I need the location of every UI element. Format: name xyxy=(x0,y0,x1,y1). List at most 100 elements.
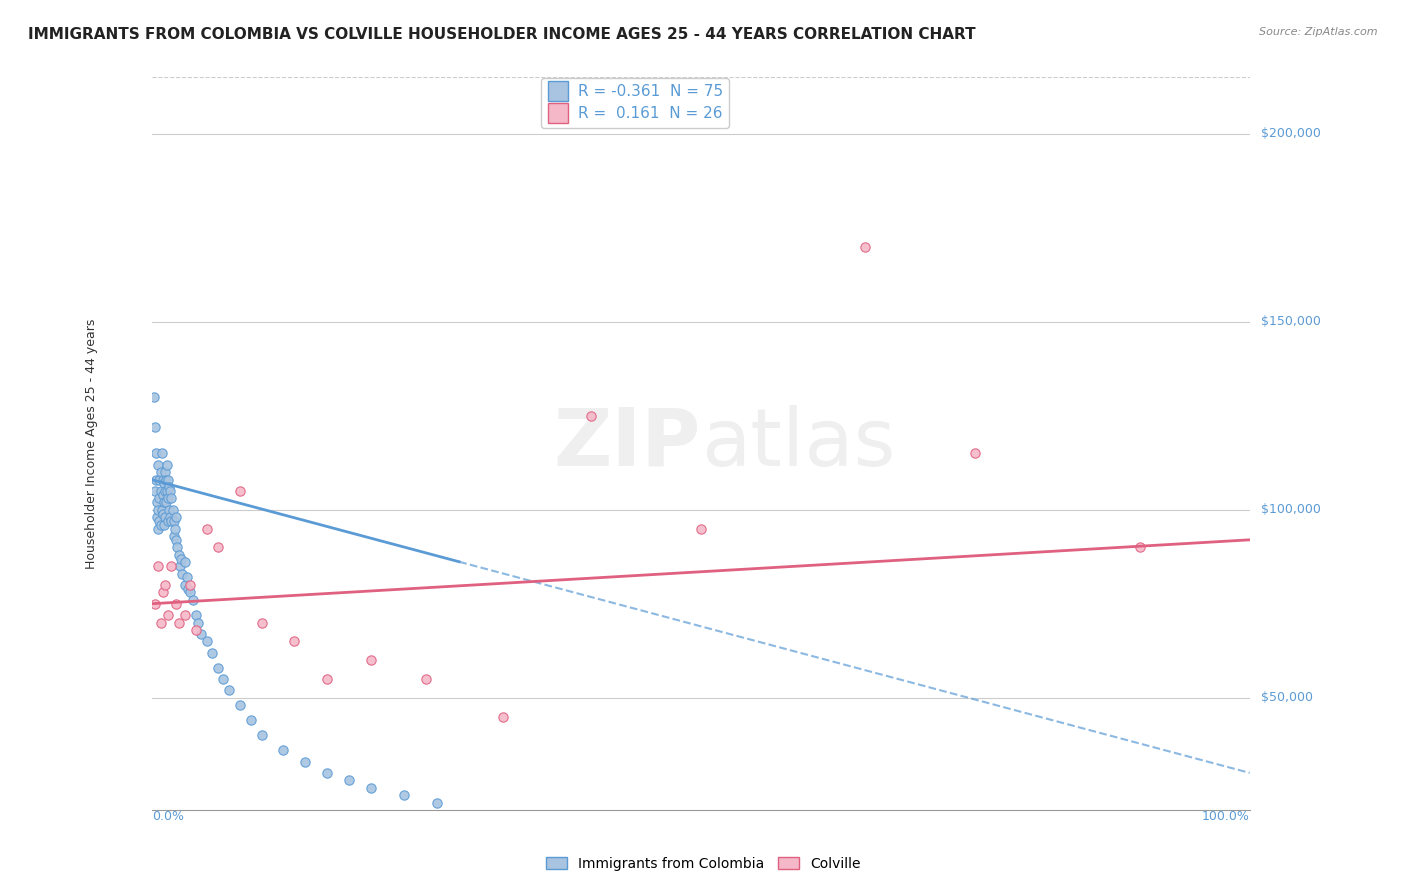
Point xyxy=(173,555,195,569)
Point xyxy=(160,514,183,528)
Point xyxy=(163,522,186,536)
Point xyxy=(153,510,176,524)
Point xyxy=(316,672,339,686)
Point xyxy=(160,559,183,574)
Point xyxy=(212,672,235,686)
Point xyxy=(965,446,987,460)
Point xyxy=(142,390,165,404)
Point xyxy=(179,585,201,599)
Point xyxy=(149,615,172,630)
Point xyxy=(187,615,209,630)
Point xyxy=(148,559,170,574)
Point xyxy=(426,796,449,810)
Point xyxy=(294,755,316,769)
Point xyxy=(159,510,181,524)
Point xyxy=(148,458,170,472)
Point xyxy=(207,541,229,555)
Point xyxy=(173,607,195,622)
Point xyxy=(159,483,181,498)
Point xyxy=(157,607,180,622)
Point xyxy=(165,597,187,611)
Text: 0.0%: 0.0% xyxy=(152,811,184,823)
Point xyxy=(153,517,176,532)
Point xyxy=(170,551,193,566)
Point xyxy=(190,627,212,641)
Point xyxy=(337,773,360,788)
Point xyxy=(228,483,250,498)
Point xyxy=(172,566,194,581)
Text: IMMIGRANTS FROM COLOMBIA VS COLVILLE HOUSEHOLDER INCOME AGES 25 - 44 YEARS CORRE: IMMIGRANTS FROM COLOMBIA VS COLVILLE HOU… xyxy=(28,27,976,42)
Point xyxy=(360,780,382,795)
Point xyxy=(195,634,218,648)
Point xyxy=(165,533,187,547)
Legend: R = -0.361  N = 75, R =  0.161  N = 26: R = -0.361 N = 75, R = 0.161 N = 26 xyxy=(541,78,728,128)
Point xyxy=(228,698,250,713)
Text: ZIP: ZIP xyxy=(554,405,700,483)
Point xyxy=(157,473,180,487)
Point xyxy=(152,473,174,487)
Text: 100.0%: 100.0% xyxy=(1202,811,1250,823)
Legend: Immigrants from Colombia, Colville: Immigrants from Colombia, Colville xyxy=(540,851,866,876)
Point xyxy=(184,623,207,637)
Point xyxy=(157,514,180,528)
Text: $150,000: $150,000 xyxy=(1261,315,1320,328)
Point xyxy=(153,483,176,498)
Point xyxy=(163,514,186,528)
Point xyxy=(855,239,877,253)
Point xyxy=(145,473,167,487)
Text: Source: ZipAtlas.com: Source: ZipAtlas.com xyxy=(1260,27,1378,37)
Point xyxy=(273,743,295,757)
Point xyxy=(143,483,166,498)
Point xyxy=(239,713,262,727)
Point xyxy=(579,409,602,423)
Point xyxy=(157,491,180,506)
Point xyxy=(165,510,187,524)
Point xyxy=(689,522,711,536)
Point xyxy=(157,480,180,494)
Point xyxy=(160,491,183,506)
Point xyxy=(183,593,205,607)
Point xyxy=(163,529,186,543)
Point xyxy=(153,476,176,491)
Point xyxy=(152,488,174,502)
Point xyxy=(145,446,167,460)
Point xyxy=(149,517,172,532)
Point xyxy=(152,507,174,521)
Point xyxy=(360,653,382,667)
Point xyxy=(150,446,173,460)
Point xyxy=(156,483,179,498)
Point xyxy=(1129,541,1152,555)
Point xyxy=(148,491,170,506)
Point xyxy=(492,709,515,723)
Point xyxy=(394,789,416,803)
Point xyxy=(146,495,169,509)
Point xyxy=(155,473,177,487)
Text: atlas: atlas xyxy=(700,405,896,483)
Text: Householder Income Ages 25 - 44 years: Householder Income Ages 25 - 44 years xyxy=(84,318,98,569)
Point xyxy=(150,502,173,516)
Point xyxy=(173,578,195,592)
Point xyxy=(169,559,191,574)
Point xyxy=(250,728,273,742)
Point xyxy=(184,607,207,622)
Text: $50,000: $50,000 xyxy=(1261,691,1313,704)
Point xyxy=(207,660,229,674)
Point xyxy=(167,548,190,562)
Point xyxy=(148,502,170,516)
Point xyxy=(415,672,437,686)
Point xyxy=(148,522,170,536)
Point xyxy=(179,578,201,592)
Point xyxy=(149,465,172,479)
Point xyxy=(283,634,305,648)
Point xyxy=(146,510,169,524)
Point xyxy=(176,570,198,584)
Point xyxy=(152,585,174,599)
Point xyxy=(153,495,176,509)
Point xyxy=(250,615,273,630)
Point xyxy=(148,514,170,528)
Point xyxy=(167,615,190,630)
Point xyxy=(162,502,184,516)
Text: $100,000: $100,000 xyxy=(1261,503,1320,516)
Point xyxy=(148,473,170,487)
Point xyxy=(153,465,176,479)
